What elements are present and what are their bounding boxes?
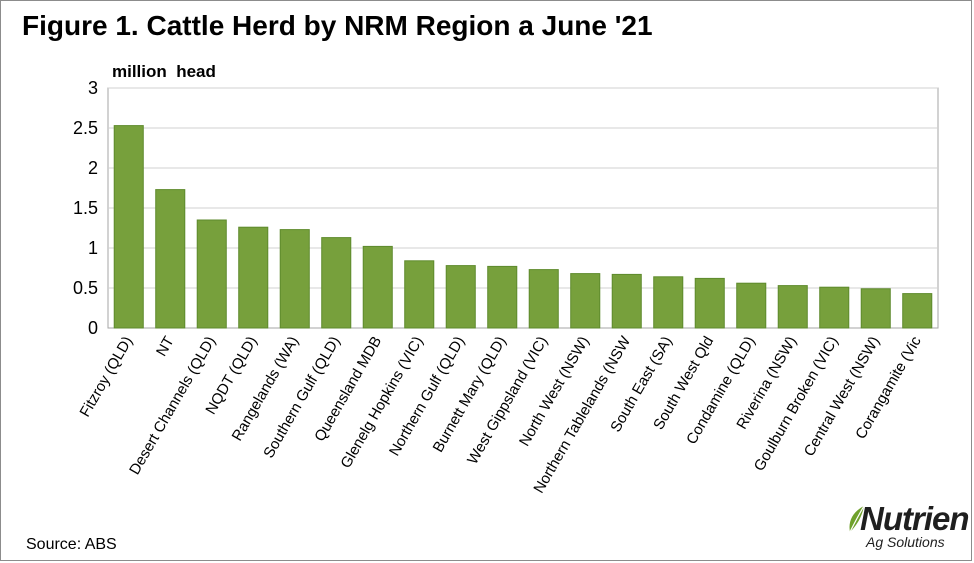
nutrien-logo: Nutrien Ag Solutions — [846, 500, 970, 552]
y-axis-unit-label: million head — [112, 62, 216, 81]
chart-title: Figure 1. Cattle Herd by NRM Region a Ju… — [22, 10, 653, 41]
x-tick-label: Burnett Mary (QLD) — [430, 334, 510, 456]
y-tick-label: 2 — [88, 158, 98, 178]
bar — [777, 285, 808, 329]
bar — [362, 245, 393, 329]
leaf-icon — [849, 505, 865, 533]
y-tick-label: 2.5 — [73, 118, 98, 138]
bar — [528, 269, 559, 329]
bar — [445, 265, 476, 329]
y-tick-label: 0 — [88, 318, 98, 338]
source-note: Source: ABS — [26, 536, 117, 553]
bar — [570, 273, 601, 329]
y-tick-label: 1.5 — [73, 198, 98, 218]
bar — [321, 237, 352, 329]
bar — [902, 293, 933, 329]
x-tick-label: Northern Gulf (QLD) — [386, 334, 468, 459]
bar — [653, 276, 684, 329]
y-axis-ticks: 0 0.5 1 1.5 2 2.5 3 — [73, 78, 98, 338]
bar — [155, 189, 186, 329]
bar — [279, 229, 310, 329]
bar — [113, 125, 144, 329]
bar — [611, 273, 642, 329]
bar — [694, 277, 725, 329]
logo-wordmark: Nutrien — [860, 500, 969, 537]
bar — [736, 282, 767, 329]
x-tick-label: Central West (NSW) — [801, 334, 884, 460]
x-tick-label: West Gippsland (VIC) — [464, 334, 551, 468]
x-tick-label: NT — [153, 334, 178, 360]
gridlines — [107, 87, 939, 329]
bar — [238, 226, 269, 329]
bar — [404, 260, 435, 329]
bars — [113, 125, 933, 329]
bar — [819, 286, 850, 329]
x-tick-label: Southern Gulf (QLD) — [260, 334, 344, 462]
logo-subtitle: Ag Solutions — [866, 534, 945, 550]
bar — [196, 219, 227, 329]
bar — [860, 288, 891, 329]
y-tick-label: 1 — [88, 238, 98, 258]
y-tick-label: 3 — [88, 78, 98, 98]
bar — [487, 265, 518, 329]
x-tick-label: Fitzroy (QLD) — [76, 333, 136, 419]
y-tick-label: 0.5 — [73, 278, 98, 298]
